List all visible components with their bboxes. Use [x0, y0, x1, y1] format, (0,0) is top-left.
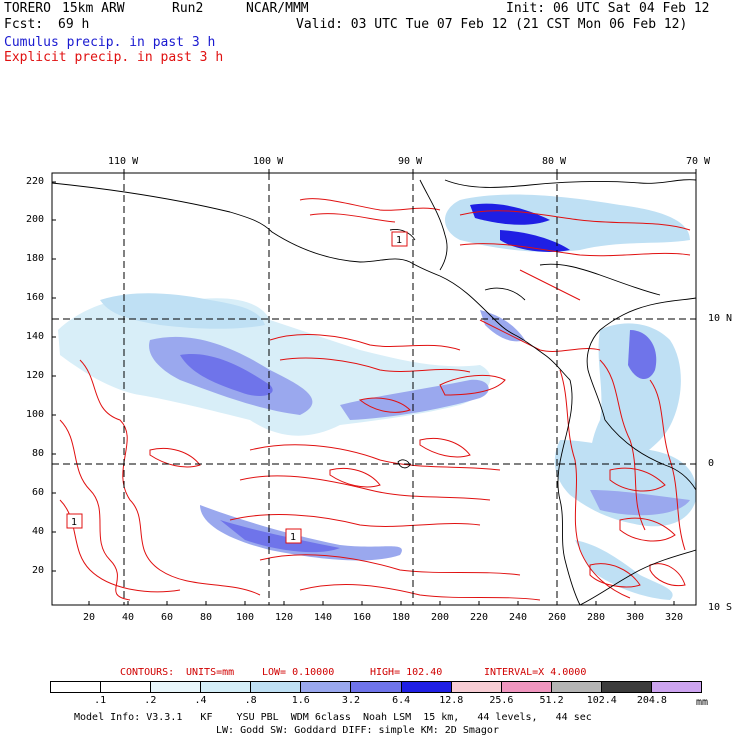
x-label-220: 220 [470, 612, 489, 623]
colorbar-level-label: 204.8 [636, 695, 667, 706]
y-label-220: 220 [26, 176, 45, 187]
x-label-100: 100 [236, 612, 255, 623]
colorbar-unit: mm [696, 697, 709, 708]
contours-high: HIGH= 102.40 [370, 667, 443, 678]
y-label-160: 160 [26, 292, 45, 303]
colorbar-segment [51, 682, 102, 692]
colorbar-level-label: 51.2 [539, 695, 564, 706]
x-label-300: 300 [626, 612, 645, 623]
x-label-60: 60 [161, 612, 174, 623]
contours-low: LOW= 0.10000 [262, 667, 335, 678]
box-label-1: 1 [396, 235, 402, 246]
lat-label-10n: 10 N [708, 313, 733, 324]
lon-label-100w: 100 W [253, 156, 284, 167]
x-label-320: 320 [665, 612, 684, 623]
bottom-ticks [88, 601, 675, 605]
contours-units: UNITS=mm [186, 667, 235, 678]
colorbar-segment [101, 682, 152, 692]
colorbar-segment [451, 682, 502, 692]
colorbar-segment [551, 682, 602, 692]
colorbar-segment [651, 682, 702, 692]
colorbar-level-label: 102.4 [586, 695, 617, 706]
model-org: NCAR/MMM [246, 1, 309, 16]
init-time: Init: 06 UTC Sat 04 Feb 12 [506, 1, 710, 16]
top-ticks [123, 169, 697, 173]
y-label-120: 120 [26, 370, 45, 381]
model-resolution: 15km ARW [62, 1, 125, 16]
x-label-160: 160 [353, 612, 372, 623]
contours-label: CONTOURS: [120, 667, 175, 678]
left-ticks [52, 181, 56, 572]
colorbar-segment [601, 682, 652, 692]
contours-interval: INTERVAL=X 4.0000 [484, 667, 587, 678]
colorbar-segment [301, 682, 352, 692]
legend-cumulus: Cumulus precip. in past 3 h [4, 35, 216, 50]
y-label-140: 140 [26, 331, 45, 342]
x-label-20: 20 [83, 612, 96, 623]
colorbar-level-label: .1 [94, 695, 107, 706]
lat-lon-gridlines [52, 173, 696, 605]
model-name: TORERO [4, 1, 51, 16]
x-label-140: 140 [314, 612, 333, 623]
x-label-200: 200 [431, 612, 450, 623]
lat-label-0: 0 [708, 458, 715, 469]
y-label-180: 180 [26, 253, 45, 264]
y-label-100: 100 [26, 409, 45, 420]
model-info-line1: Model Info: V3.3.1 KF YSU PBL WDM 6class… [74, 712, 592, 723]
valid-time: Valid: 03 UTC Tue 07 Feb 12 (21 CST Mon … [296, 17, 688, 32]
colorbar-level-label: .4 [194, 695, 207, 706]
box-label-3: 1 [290, 532, 296, 543]
colorbar-level-label: 1.6 [291, 695, 310, 706]
y-label-200: 200 [26, 214, 45, 225]
lon-label-110w: 110 W [108, 156, 139, 167]
colorbar-level-label: 6.4 [392, 695, 411, 706]
x-label-80: 80 [200, 612, 213, 623]
colorbar-segment [401, 682, 452, 692]
map-layers [52, 173, 696, 605]
model-info-line2: LW: Godd SW: Goddard DIFF: simple KM: 2D… [216, 725, 499, 736]
colorbar-segment [501, 682, 552, 692]
y-label-40: 40 [32, 526, 45, 537]
colorbar [50, 681, 702, 693]
x-label-240: 240 [509, 612, 528, 623]
y-label-20: 20 [32, 565, 45, 576]
map-frame [51, 172, 697, 606]
legend-explicit: Explicit precip. in past 3 h [4, 50, 224, 65]
box-label-2: 1 [71, 517, 77, 528]
box-labels [66, 231, 408, 544]
lat-label-10s: 10 S [708, 602, 733, 613]
x-label-120: 120 [275, 612, 294, 623]
cumulus-precip-layer [58, 194, 696, 600]
model-run: Run2 [172, 1, 204, 16]
lon-label-90w: 90 W [398, 156, 423, 167]
colorbar-level-label: .2 [144, 695, 157, 706]
colorbar-segment [201, 682, 252, 692]
colorbar-labels: .1 .2 .4 .8 1.6 3.2 6.4 12.8 25.6 51.2 102.4 204.8 [50, 695, 702, 707]
explicit-precip-contours [59, 198, 691, 601]
y-label-60: 60 [32, 487, 45, 498]
forecast-label: Fcst: [4, 17, 44, 32]
lon-label-80w: 80 W [542, 156, 567, 167]
colorbar-segment [251, 682, 302, 692]
x-label-260: 260 [548, 612, 567, 623]
colorbar-level-label: 25.6 [489, 695, 514, 706]
colorbar-level-label: 12.8 [439, 695, 464, 706]
colorbar-level-label: 3.2 [341, 695, 360, 706]
lon-label-70w: 70 W [686, 156, 711, 167]
y-label-80: 80 [32, 448, 45, 459]
colorbar-segment [351, 682, 402, 692]
x-label-40: 40 [122, 612, 135, 623]
x-label-180: 180 [392, 612, 411, 623]
x-label-280: 280 [587, 612, 606, 623]
colorbar-segment [151, 682, 202, 692]
forecast-value: 69 h [58, 17, 90, 32]
colorbar-level-label: .8 [244, 695, 257, 706]
